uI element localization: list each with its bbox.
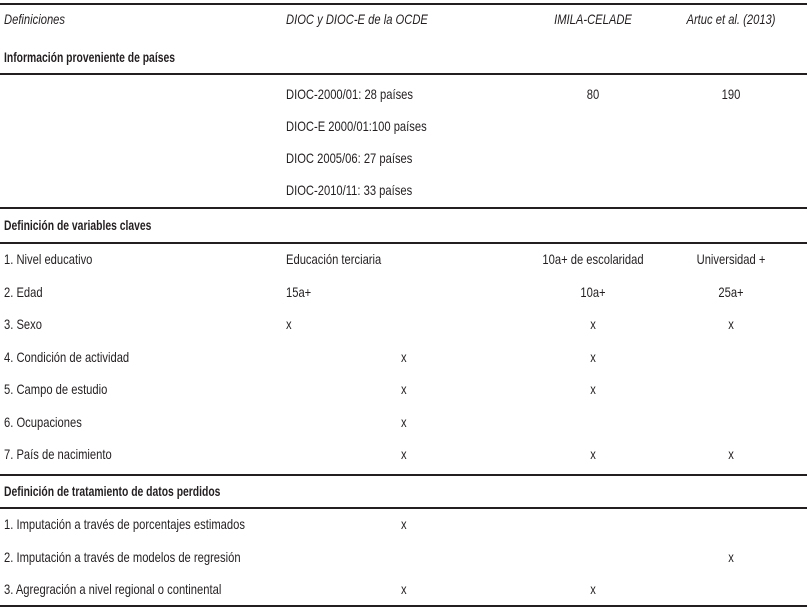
artuc-value: x [728,316,734,332]
imila-value: x [590,348,596,365]
rule [0,242,807,244]
header-dioc: DIOC y DIOC-E de la OCDE [286,11,428,27]
imila-value: x [590,381,596,397]
dioc-value: 15a+ [286,283,312,300]
dioc-countries: DIOC-2000/01: 28 países [286,86,414,102]
row-label: 6. Ocupaciones [4,413,82,430]
dioc-mark: x [401,446,407,462]
row-label: 1. Imputación a través de porcentajes es… [4,516,245,532]
dioc-value: Educación terciaria [286,251,382,267]
artuc-value: 25a+ [718,283,744,300]
rule [0,507,807,509]
imila-value: 10a+ de escolaridad [542,251,644,267]
artuc-value: x [728,446,734,462]
imila-value: 10a+ [580,283,606,300]
rule [0,474,807,476]
row-label: 7. País de nacimiento [4,446,112,462]
imila-countries: 80 [586,86,600,102]
section-title: Definición de tratamiento de datos perdi… [4,483,221,499]
dioc-mark: x [401,581,407,597]
dioc-mark: x [401,516,407,532]
row-label: 2. Imputación a través de modelos de reg… [4,548,241,565]
dioc-countries: DIOC-2010/11: 33 países [286,182,413,198]
header-artuc: Artuc et al. (2013) [686,11,776,27]
rule-top [0,3,807,5]
row-label: 1. Nivel educativo [4,251,93,267]
rule-bottom [0,605,807,607]
artuc-countries: 190 [721,86,741,102]
header-imila: IMILA-CELADE [554,11,632,27]
row-label: 5. Campo de estudio [4,381,108,397]
imila-value: x [590,581,596,597]
row-label: 3. Sexo [4,316,42,332]
imila-value: x [590,446,596,462]
rule [0,73,807,75]
artuc-value: Universidad + [696,251,766,267]
header-definiciones: Definiciones [4,11,66,27]
imila-value: x [590,316,596,332]
dioc-mark: x [401,381,407,397]
row-label: 2. Edad [4,283,43,300]
dioc-countries: DIOC 2005/06: 27 países [286,150,413,166]
dioc-countries: DIOC-E 2000/01:100 países [286,118,427,134]
artuc-value: x [728,548,734,565]
rule [0,207,807,209]
dioc-mark: x [401,413,407,430]
row-label: 3. Agregración a nivel regional o contin… [4,581,222,597]
section-title: Definición de variables claves [4,217,152,233]
row-label: 4. Condición de actividad [4,348,130,365]
dioc-mark: x [286,316,292,332]
dioc-mark: x [401,348,407,365]
section-title: Información proveniente de países [4,49,175,65]
